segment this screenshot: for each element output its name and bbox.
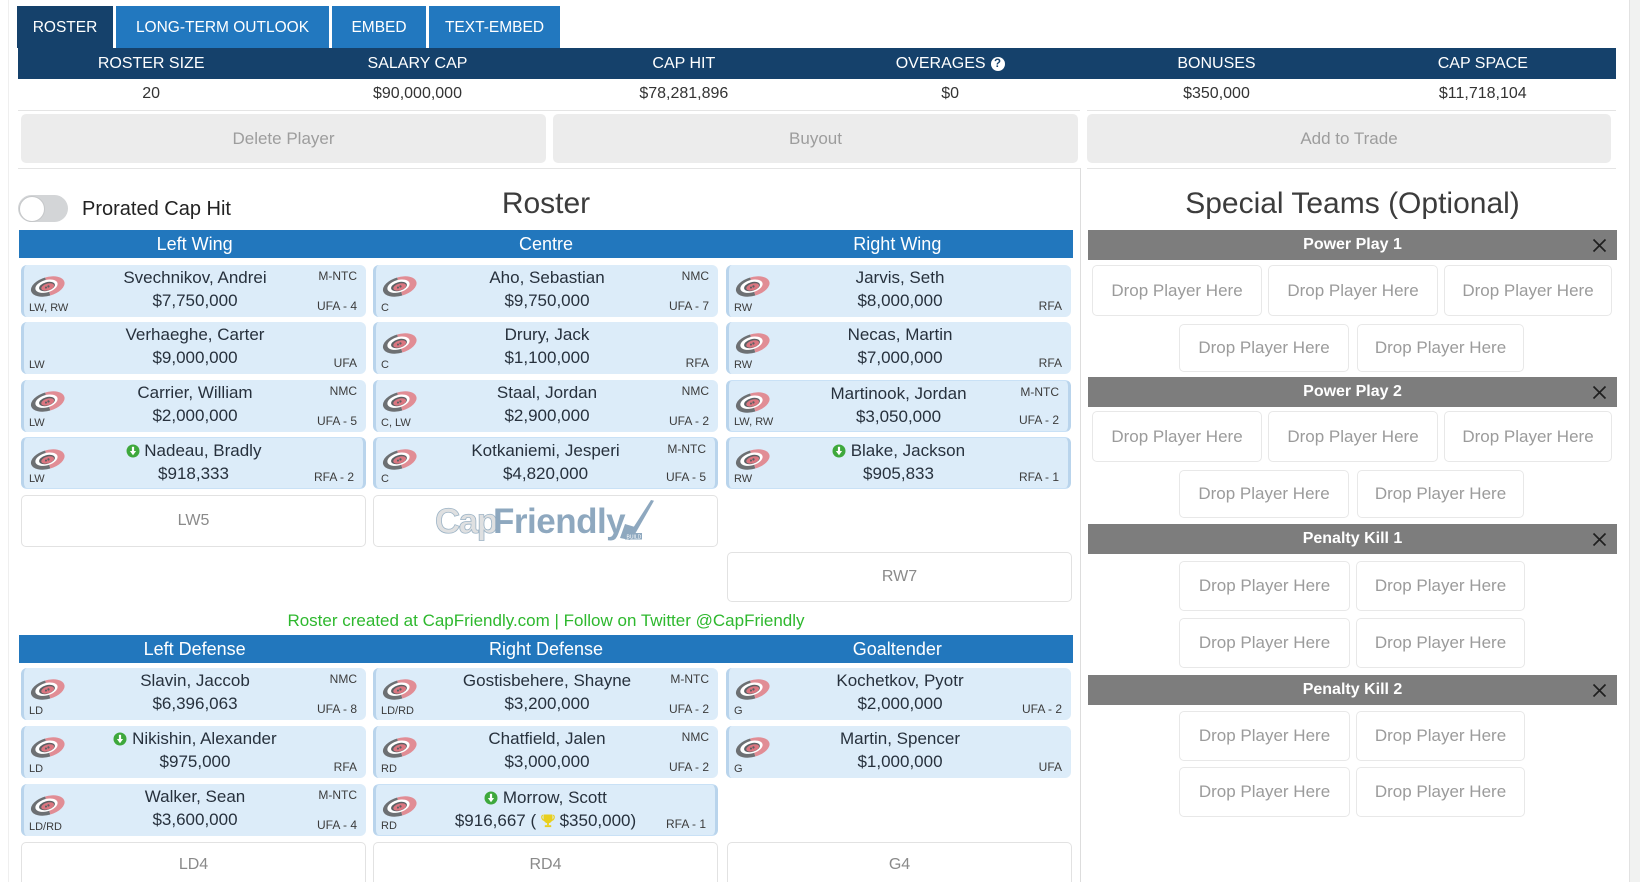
svg-text:Cap: Cap [435,502,497,541]
svg-text:BUILD: BUILD [626,535,641,541]
svg-text:Friendly: Friendly [493,502,626,541]
